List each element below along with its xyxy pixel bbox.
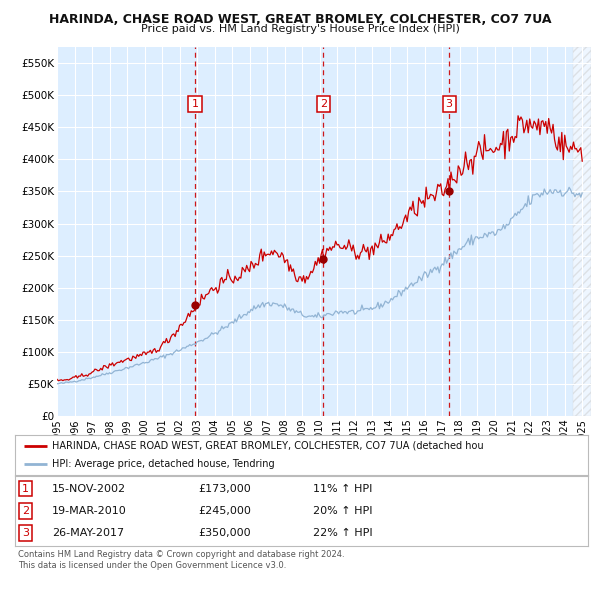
Text: 19-MAR-2010: 19-MAR-2010 [52,506,127,516]
Text: This data is licensed under the Open Government Licence v3.0.: This data is licensed under the Open Gov… [18,560,286,569]
Text: 2: 2 [320,99,327,109]
Text: 11% ↑ HPI: 11% ↑ HPI [313,484,373,494]
Text: HARINDA, CHASE ROAD WEST, GREAT BROMLEY, COLCHESTER, CO7 7UA: HARINDA, CHASE ROAD WEST, GREAT BROMLEY,… [49,13,551,26]
Text: 22% ↑ HPI: 22% ↑ HPI [313,528,373,538]
Text: HPI: Average price, detached house, Tendring: HPI: Average price, detached house, Tend… [52,459,275,469]
Text: 2: 2 [22,506,29,516]
Text: 3: 3 [22,528,29,538]
Text: £350,000: £350,000 [199,528,251,538]
Text: 15-NOV-2002: 15-NOV-2002 [52,484,127,494]
Text: Price paid vs. HM Land Registry's House Price Index (HPI): Price paid vs. HM Land Registry's House … [140,24,460,34]
Text: 3: 3 [446,99,452,109]
Text: 26-MAY-2017: 26-MAY-2017 [52,528,124,538]
Text: £173,000: £173,000 [199,484,251,494]
Text: HARINDA, CHASE ROAD WEST, GREAT BROMLEY, COLCHESTER, CO7 7UA (detached hou: HARINDA, CHASE ROAD WEST, GREAT BROMLEY,… [52,441,484,451]
Text: 1: 1 [22,484,29,494]
Text: 20% ↑ HPI: 20% ↑ HPI [313,506,373,516]
Text: £245,000: £245,000 [199,506,251,516]
Text: Contains HM Land Registry data © Crown copyright and database right 2024.: Contains HM Land Registry data © Crown c… [18,550,344,559]
Text: 1: 1 [191,99,199,109]
